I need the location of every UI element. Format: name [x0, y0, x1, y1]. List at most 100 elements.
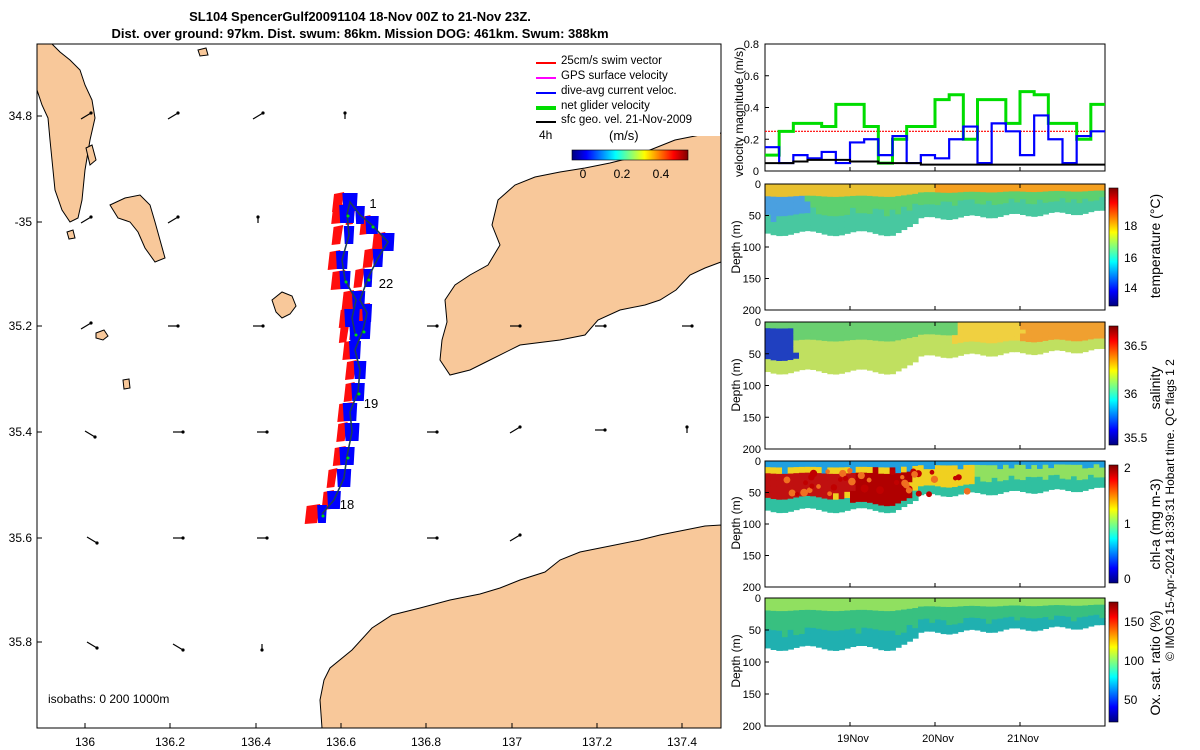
section-cell	[861, 609, 868, 617]
section-cell	[1093, 474, 1100, 478]
section-cell	[1037, 207, 1044, 213]
section-cell	[991, 486, 998, 491]
section-cell	[787, 473, 794, 481]
section-cell	[1014, 464, 1021, 469]
section-cell	[895, 467, 902, 474]
section-cell	[1048, 332, 1055, 337]
section-cell	[833, 506, 840, 514]
section-cell	[946, 620, 953, 626]
section-cell	[884, 335, 891, 343]
section-cell	[770, 353, 777, 361]
section-cell	[765, 365, 772, 373]
velocity-ylabel: velocity magnitude (m/s)	[732, 46, 746, 178]
section-cell	[929, 184, 936, 189]
section-cell	[906, 598, 913, 604]
section-cell	[946, 215, 953, 220]
section-cell	[827, 630, 834, 638]
section-cell	[1054, 342, 1061, 347]
section-cell	[1048, 347, 1055, 352]
section-cell	[1082, 336, 1089, 342]
section-cell	[850, 201, 857, 209]
section-cell	[810, 213, 817, 220]
section-cell	[855, 490, 862, 497]
section-cell	[884, 361, 891, 369]
section-cell	[765, 184, 772, 191]
section-cell	[997, 204, 1004, 209]
map-frame	[36, 43, 722, 729]
section-cell	[889, 473, 896, 481]
section-cell	[1054, 615, 1061, 620]
oxygen-cbar-label: Ox. sat. ratio (%)	[1147, 610, 1163, 716]
section-cell	[1088, 322, 1095, 326]
geo-velocity-arrowhead	[181, 536, 185, 540]
section-cell	[1099, 461, 1106, 465]
section-cell	[1048, 187, 1055, 192]
section-cell	[838, 215, 845, 223]
section-cell	[776, 604, 783, 612]
section-cell	[1042, 461, 1049, 466]
section-cell	[1065, 344, 1072, 349]
section-cell	[844, 340, 851, 348]
section-cell	[1048, 329, 1055, 334]
section-cell	[923, 196, 930, 201]
section-cell	[850, 604, 857, 611]
section-cell	[1054, 478, 1061, 483]
section-cell	[969, 184, 976, 189]
section-cell	[1065, 620, 1072, 625]
section-cell	[833, 222, 840, 230]
section-cell	[833, 190, 840, 198]
section-cell	[935, 330, 942, 336]
section-cell	[918, 465, 925, 470]
section-cell	[793, 497, 800, 505]
section-cell	[838, 486, 845, 494]
section-cell	[1059, 201, 1066, 206]
islet-1	[95, 329, 109, 341]
section-cell	[844, 346, 851, 354]
section-cell	[1037, 211, 1044, 217]
section-cell	[827, 461, 834, 468]
section-cell	[1031, 322, 1038, 327]
section-cell	[844, 202, 851, 210]
section-colorbar-tick: 50	[1124, 693, 1138, 707]
section-cell	[1071, 487, 1078, 493]
section-cell	[765, 359, 772, 366]
section-cell	[901, 356, 908, 363]
section-cell	[889, 203, 896, 211]
section-cell	[861, 351, 868, 358]
section-cell	[929, 342, 936, 348]
section-cell	[923, 188, 930, 193]
section-cell	[867, 472, 874, 480]
section-cell	[974, 622, 981, 627]
section-cell	[929, 461, 936, 466]
section-cell	[850, 610, 857, 617]
section-cell	[793, 598, 800, 605]
section-cell	[923, 184, 930, 189]
section-cell	[884, 499, 891, 507]
section-cell	[816, 604, 823, 611]
section-cell	[991, 192, 998, 198]
track-day-label: 22	[379, 276, 393, 291]
section-cell	[1076, 206, 1083, 212]
section-cell	[963, 195, 970, 201]
section-cell	[787, 190, 794, 198]
section-cell	[1088, 201, 1095, 206]
section-cell	[1025, 480, 1032, 486]
section-cell	[838, 643, 845, 651]
section-cell	[776, 624, 783, 632]
section-cell	[901, 500, 908, 508]
section-cell	[980, 188, 987, 193]
section-cell	[810, 339, 817, 347]
section-cell	[1025, 334, 1032, 339]
section-cell	[918, 623, 925, 629]
section-cell	[1031, 184, 1038, 189]
section-cell	[889, 630, 896, 638]
section-cell	[1076, 348, 1083, 354]
section-cell	[901, 638, 908, 645]
section-cell	[895, 598, 902, 605]
section-cell	[827, 637, 834, 645]
section-cell	[1076, 203, 1083, 208]
section-cell	[1008, 624, 1015, 629]
section-cell	[1025, 602, 1032, 607]
section-cell	[1099, 184, 1106, 188]
section-cell	[827, 367, 834, 375]
